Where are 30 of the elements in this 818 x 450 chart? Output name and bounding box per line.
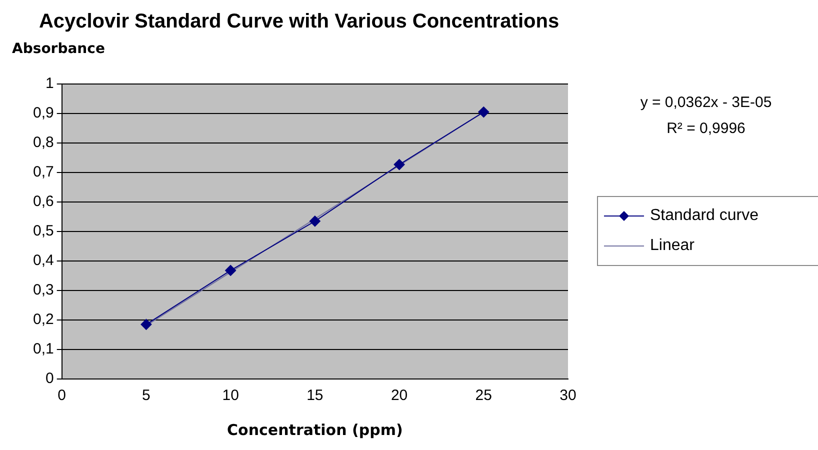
- y-tick-label: 0,8: [32, 134, 54, 152]
- y-tick-label: 0,6: [32, 193, 54, 210]
- point: [394, 159, 405, 170]
- point: [225, 264, 236, 276]
- point: [309, 216, 320, 227]
- x-tick-label: 20: [390, 387, 408, 404]
- y-tick-label: 0,7: [32, 164, 54, 181]
- point: [478, 106, 490, 118]
- legend-label: Linear: [650, 237, 694, 255]
- y-tick-label: 0,4: [32, 252, 54, 270]
- x-tick-label: 10: [222, 387, 239, 404]
- y-tick-label: 0,1: [32, 340, 54, 358]
- x-axis-title: Concentration (ppm): [227, 420, 403, 439]
- y-tick-label: 0,3: [32, 282, 54, 299]
- x-tick-label: 25: [475, 387, 492, 404]
- x-tick-label: 30: [560, 387, 576, 404]
- text: R² = 0,9996: [666, 120, 746, 137]
- text: y = 0,0362x - 3E-05: [640, 94, 772, 111]
- y-tick-label: 0,9: [32, 104, 54, 122]
- chart-title: Acyclovir Standard Curve with Various Concentrations: [38, 10, 560, 33]
- y-axis-title: Absorbance: [12, 41, 105, 57]
- y-tick-label: 0: [46, 370, 54, 388]
- x-tick-label: 15: [306, 387, 324, 404]
- x-tick-label: 0: [58, 387, 66, 404]
- y-tick-label: 0,2: [32, 311, 54, 328]
- y-tick-label: 1: [46, 75, 54, 92]
- x-tick-label: 5: [142, 387, 150, 404]
- point: [140, 318, 152, 330]
- y-tick-label: 0,5: [32, 222, 54, 240]
- legend-label: Standard curve: [650, 207, 759, 225]
